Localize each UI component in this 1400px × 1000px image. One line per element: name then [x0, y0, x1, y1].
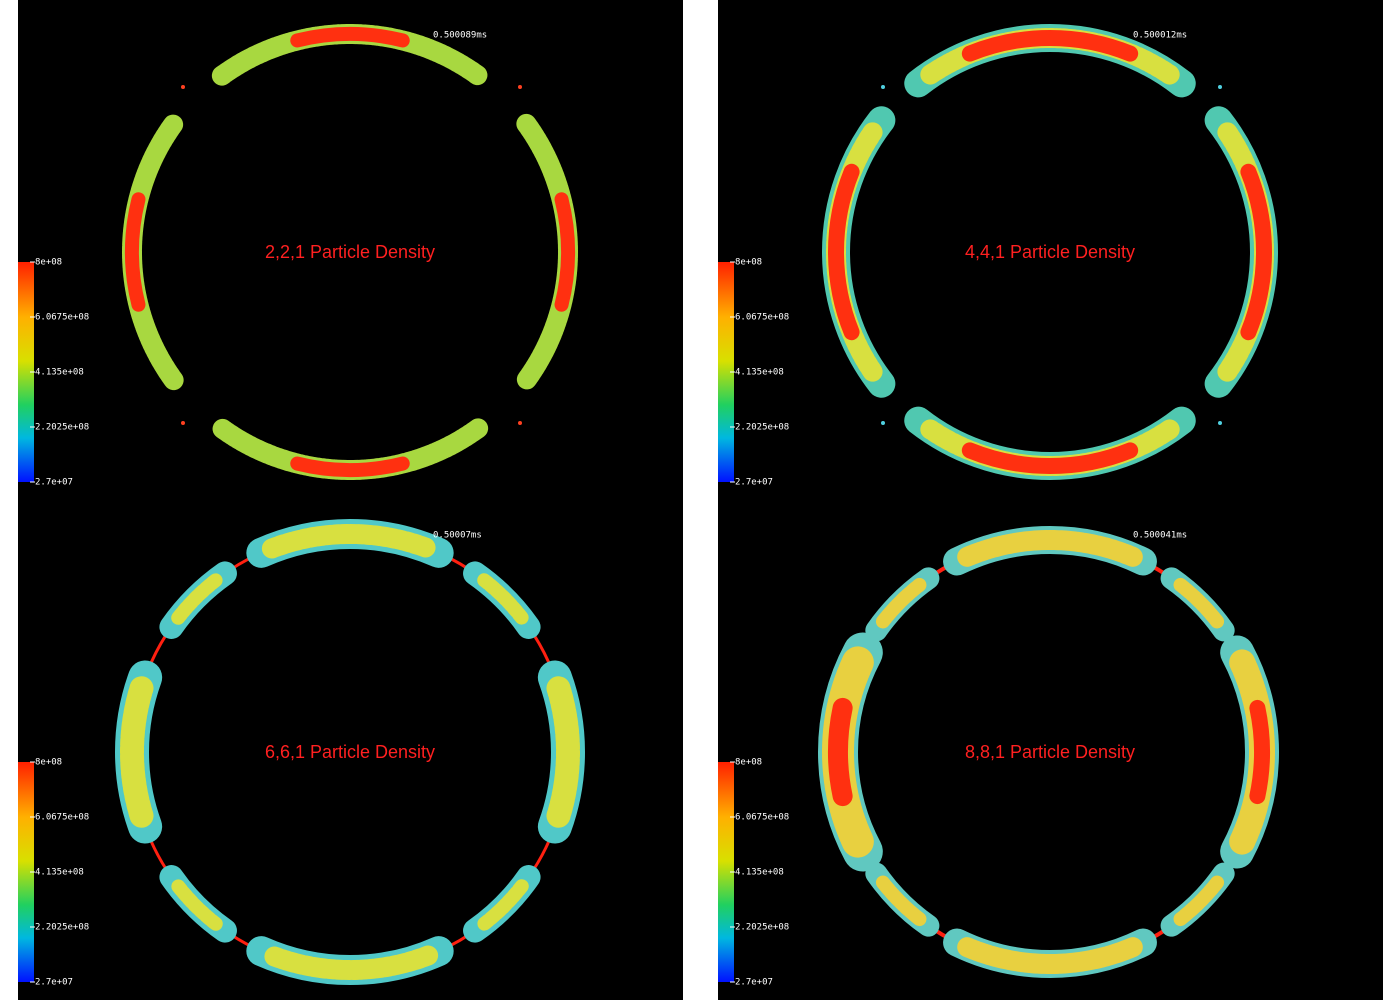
time-label: 0.50007ms	[433, 531, 482, 541]
panel-title: 4,4,1 Particle Density	[965, 242, 1135, 262]
particle-core	[828, 697, 853, 807]
particle-dot	[181, 421, 185, 425]
colorbar-label: 2.7e+07	[735, 478, 773, 488]
particle-band	[171, 573, 223, 625]
particle-core	[1240, 163, 1272, 341]
time-label: 0.500041ms	[1133, 531, 1187, 541]
right-column	[718, 0, 1383, 1000]
particle-band	[477, 573, 529, 625]
panel-title: 8,8,1 Particle Density	[965, 742, 1135, 762]
particle-dot	[518, 421, 522, 425]
particle-core	[961, 442, 1139, 474]
colorbar-label: 2.2025e+08	[35, 423, 89, 433]
colorbar-label: 2.7e+07	[35, 978, 73, 988]
panel-title: 2,2,1 Particle Density	[265, 242, 435, 262]
particle-core	[828, 163, 860, 341]
colorbar-label: 2.7e+07	[735, 978, 773, 988]
colorbar-label: 8e+08	[35, 758, 62, 768]
colorbar-label: 4.135e+08	[735, 368, 784, 378]
particle-core	[554, 192, 575, 312]
colorbar-label: 2.2025e+08	[735, 423, 789, 433]
panel-title: 6,6,1 Particle Density	[265, 742, 435, 762]
time-label: 0.500012ms	[1133, 31, 1187, 41]
particle-dot	[881, 85, 885, 89]
colorbar-label: 2.7e+07	[35, 478, 73, 488]
colorbar-label: 6.0675e+08	[735, 313, 789, 323]
colorbar-label: 4.135e+08	[735, 868, 784, 878]
colorbar-label: 4.135e+08	[35, 368, 84, 378]
particle-band	[1173, 875, 1225, 927]
colorbar-label: 6.0675e+08	[35, 313, 89, 323]
particle-band	[1173, 577, 1225, 629]
particle-dot	[518, 85, 522, 89]
particle-band	[477, 879, 529, 931]
colorbar-label: 6.0675e+08	[735, 813, 789, 823]
particle-band	[546, 676, 580, 828]
particle-dot	[181, 85, 185, 89]
colorbar-label: 8e+08	[735, 258, 762, 268]
colorbar-label: 8e+08	[735, 758, 762, 768]
particle-dot	[1218, 421, 1222, 425]
particle-core	[290, 456, 410, 477]
particle-band	[957, 937, 1143, 974]
particle-dot	[1218, 85, 1222, 89]
particle-band	[957, 530, 1143, 567]
particle-band	[875, 577, 927, 629]
particle-band	[120, 676, 154, 828]
colorbar-label: 8e+08	[35, 258, 62, 268]
particle-core	[125, 192, 146, 312]
particle-dot	[881, 421, 885, 425]
colorbar-label: 2.2025e+08	[35, 923, 89, 933]
particle-core	[1249, 699, 1270, 805]
colorbar-label: 4.135e+08	[35, 868, 84, 878]
particle-band	[171, 879, 223, 931]
particle-band	[875, 875, 927, 927]
time-label: 0.500089ms	[433, 31, 487, 41]
particle-core	[961, 30, 1139, 62]
left-column	[18, 0, 683, 1000]
particle-core	[290, 27, 410, 48]
particle-band	[261, 524, 439, 559]
particle-band	[261, 945, 439, 980]
colorbar-label: 2.2025e+08	[735, 923, 789, 933]
colorbar-label: 6.0675e+08	[35, 813, 89, 823]
